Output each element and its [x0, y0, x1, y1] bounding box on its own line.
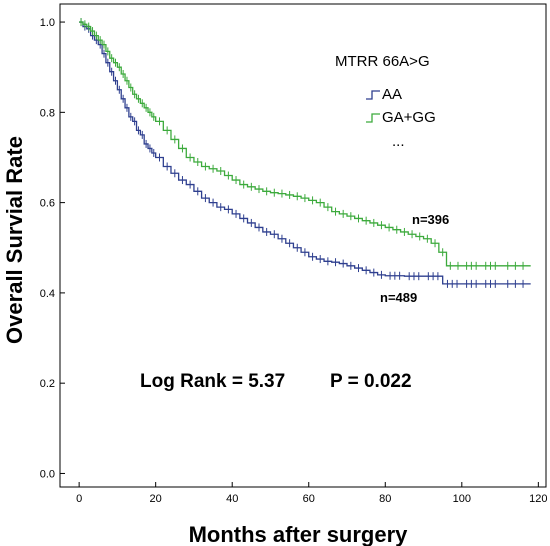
- annotation-p-value: P = 0.022: [330, 371, 412, 392]
- x-tick-label: 100: [453, 493, 471, 505]
- legend-entry-ga-gg: GA+GG: [382, 109, 436, 126]
- y-axis-title: Overall Survial Rate: [2, 136, 27, 344]
- annotation-log-rank: Log Rank = 5.37: [140, 371, 285, 392]
- legend-swatch-ga-gg: [366, 113, 380, 123]
- y-tick-label: 1.0: [40, 17, 55, 29]
- plot-frame: [59, 3, 547, 488]
- legend-extra: ...: [392, 133, 405, 150]
- legend-entry-aa: AA: [382, 86, 402, 103]
- x-tick-label: 60: [303, 493, 315, 505]
- y-tick-label: 0.8: [40, 107, 55, 119]
- x-axis-ticks: 0 20 40 60 80 100 120: [76, 482, 548, 505]
- y-tick-label: 0.0: [40, 468, 55, 480]
- y-tick-label: 0.6: [40, 198, 55, 210]
- series-layer: [79, 18, 531, 288]
- legend-title: MTRR 66A>G: [335, 53, 430, 70]
- y-axis-ticks: 0.0 0.2 0.4 0.6 0.8 1.0: [40, 17, 65, 480]
- annotation-n-aa: n=489: [380, 290, 417, 305]
- legend-swatch-aa: [366, 90, 380, 100]
- x-tick-label: 80: [379, 493, 391, 505]
- y-tick-label: 0.2: [40, 378, 55, 390]
- annotation-n-ga-gg: n=396: [412, 212, 449, 227]
- y-tick-label: 0.4: [40, 288, 55, 300]
- x-axis-title: Months after surgery: [189, 522, 409, 546]
- x-tick-label: 40: [226, 493, 238, 505]
- x-tick-label: 20: [150, 493, 162, 505]
- legend: MTRR 66A>G AA GA+GG ...: [335, 53, 436, 150]
- x-tick-label: 120: [529, 493, 547, 505]
- x-tick-label: 0: [76, 493, 82, 505]
